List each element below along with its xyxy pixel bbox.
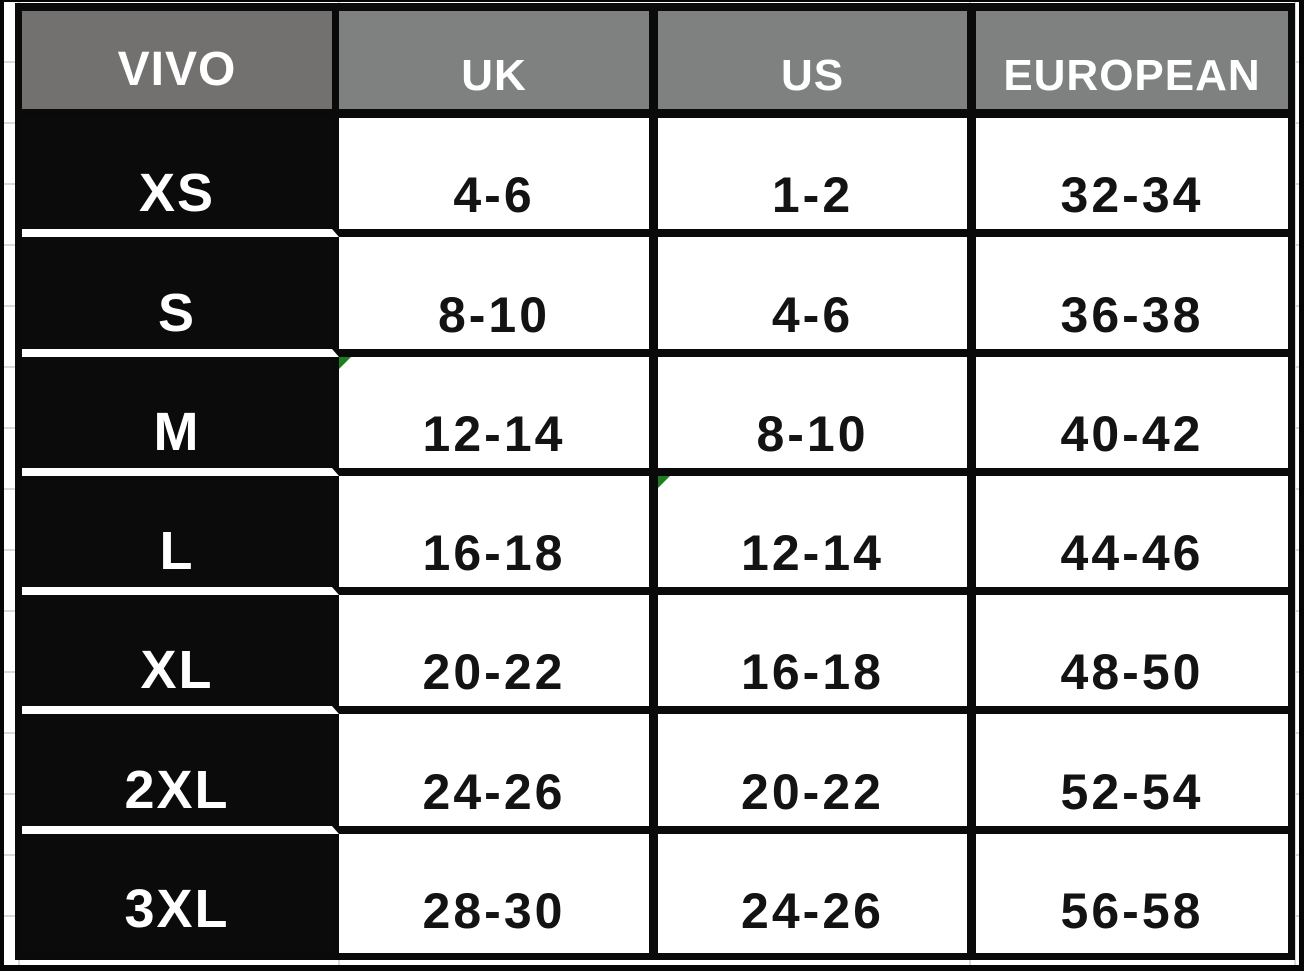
cell-xs-us[interactable]: 1-2: [658, 118, 976, 238]
size-label-s[interactable]: S: [22, 237, 339, 357]
size-label-3xl[interactable]: 3XL: [22, 833, 339, 953]
cell-s-uk[interactable]: 8-10: [339, 237, 658, 357]
cell-error-flag-icon: [658, 475, 670, 488]
cell-2xl-uk[interactable]: 24-26: [339, 714, 658, 834]
header-cell-european[interactable]: EUROPEAN: [976, 11, 1288, 118]
header-cell-uk[interactable]: UK: [339, 11, 658, 118]
cell-error-flag-icon: [339, 356, 351, 369]
cell-m-european[interactable]: 40-42: [976, 356, 1288, 476]
cell-2xl-european[interactable]: 52-54: [976, 714, 1288, 834]
size-label-xs[interactable]: XS: [22, 118, 339, 238]
size-label-l[interactable]: L: [22, 475, 339, 596]
cell-3xl-us[interactable]: 24-26: [658, 833, 976, 953]
cell-l-uk[interactable]: 16-18: [339, 475, 658, 596]
cell-xl-uk[interactable]: 20-22: [339, 595, 658, 715]
cell-xl-us[interactable]: 16-18: [658, 595, 976, 715]
cell-l-us[interactable]: 12-14: [658, 475, 976, 596]
cell-m-uk[interactable]: 12-14: [339, 356, 658, 476]
size-chart-table: VIVO UK US EUROPEAN XS 4-6 1-2 32-34 S 8…: [15, 3, 1295, 960]
header-cell-vivo[interactable]: VIVO: [22, 11, 339, 118]
header-cell-us[interactable]: US: [658, 11, 976, 118]
cell-xs-uk[interactable]: 4-6: [339, 118, 658, 238]
cell-3xl-uk[interactable]: 28-30: [339, 833, 658, 953]
size-label-m[interactable]: M: [22, 356, 339, 476]
cell-xl-european[interactable]: 48-50: [976, 595, 1288, 715]
sheet-gridline-vertical: [1294, 2, 1296, 965]
cell-m-us[interactable]: 8-10: [658, 356, 976, 476]
size-label-2xl[interactable]: 2XL: [22, 714, 339, 834]
cell-l-european[interactable]: 44-46: [976, 475, 1288, 596]
cell-s-european[interactable]: 36-38: [976, 237, 1288, 357]
size-label-xl[interactable]: XL: [22, 595, 339, 715]
cell-xs-european[interactable]: 32-34: [976, 118, 1288, 238]
cell-s-us[interactable]: 4-6: [658, 237, 976, 357]
cell-3xl-european[interactable]: 56-58: [976, 833, 1288, 953]
cell-2xl-us[interactable]: 20-22: [658, 714, 976, 834]
